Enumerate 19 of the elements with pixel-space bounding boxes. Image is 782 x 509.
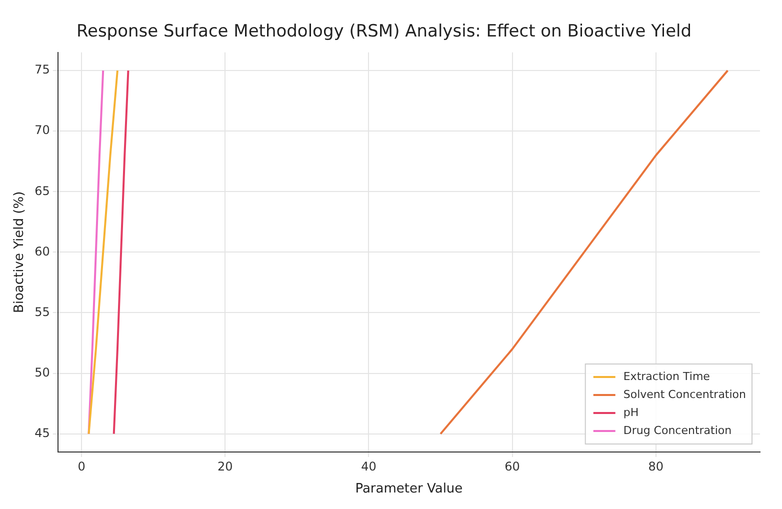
legend-label: Extraction Time — [623, 370, 710, 383]
y-axis-title: Bioactive Yield (%) — [12, 191, 28, 314]
legend-label: pH — [623, 406, 639, 419]
x-tick-label: 0 — [78, 459, 86, 474]
x-tick-label: 20 — [218, 459, 233, 474]
x-axis-title: Parameter Value — [355, 482, 463, 497]
legend-label: Drug Concentration — [623, 424, 732, 437]
x-tick-label: 60 — [504, 459, 520, 474]
y-tick-label: 50 — [34, 365, 50, 380]
y-tick-label: 60 — [34, 244, 50, 258]
x-tick-label: 40 — [361, 459, 376, 474]
chart-title: Response Surface Methodology (RSM) Analysis: Effect on Bioactive Yield — [76, 22, 692, 42]
y-tick-label: 65 — [34, 184, 50, 198]
y-tick-label: 70 — [34, 123, 50, 138]
y-tick-label: 45 — [34, 426, 50, 440]
x-tick-label: 80 — [648, 459, 664, 474]
y-tick-label: 55 — [34, 304, 50, 319]
legend-label: Solvent Concentration — [623, 388, 746, 401]
y-tick-label: 75 — [34, 62, 50, 77]
